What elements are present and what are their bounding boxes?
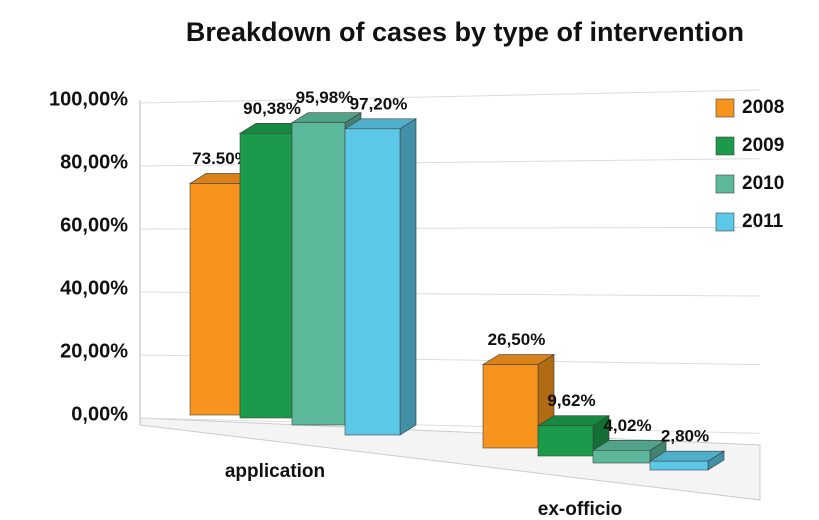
legend-label: 2011 (742, 211, 784, 232)
bar (482, 364, 539, 449)
legend-swatch (715, 212, 735, 232)
value-label: 2,80% (661, 427, 709, 446)
grid-line (139, 89, 761, 104)
bar (344, 128, 401, 436)
legend-label: 2008 (742, 97, 784, 118)
value-label: 4,02% (603, 416, 651, 435)
legend-label: 2010 (742, 173, 784, 194)
bar (291, 122, 346, 426)
y-tick-label: 20,00% (60, 340, 128, 362)
y-tick-label: 40,00% (60, 277, 128, 299)
legend-swatch (715, 174, 735, 194)
bar (537, 425, 594, 457)
value-label: 73.50% (192, 149, 250, 168)
bar (649, 460, 709, 471)
value-label: 95,98% (296, 88, 354, 107)
bar (189, 183, 241, 416)
chart-title: Breakdown of cases by type of interventi… (186, 17, 744, 47)
value-label: 97,20% (350, 94, 408, 113)
y-tick-label: 100,00% (49, 88, 128, 110)
x-tick-label: application (225, 461, 325, 482)
bar (239, 133, 293, 419)
y-tick-label: 0,00% (71, 403, 128, 425)
y-tick-label: 80,00% (60, 151, 128, 173)
bar-side (399, 118, 417, 436)
grid-line (139, 417, 761, 434)
value-label: 26,50% (488, 330, 546, 349)
y-tick-label: 60,00% (60, 214, 128, 236)
value-label: 9,62% (547, 391, 595, 410)
legend-swatch (715, 98, 735, 118)
x-tick-label: ex-officio (538, 499, 622, 520)
legend-swatch (715, 136, 735, 156)
bar (592, 450, 651, 464)
legend-label: 2009 (742, 135, 784, 156)
value-label: 90,38% (243, 99, 301, 118)
